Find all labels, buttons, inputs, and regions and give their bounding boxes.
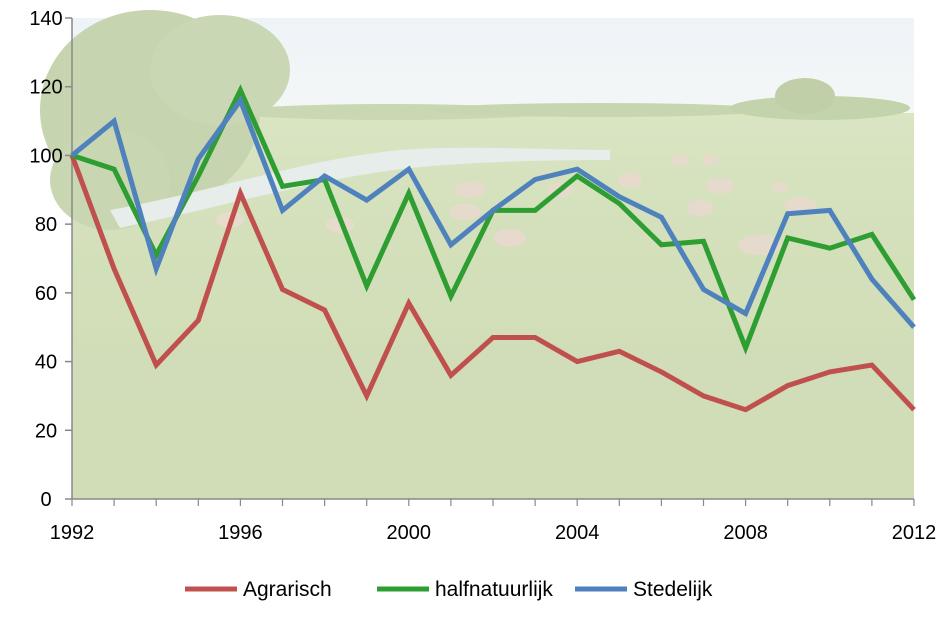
y-axis-ticks: 0 20 40 60 80 100 120 140 xyxy=(29,8,72,511)
x-axis-ticks: 1992 1996 2000 2004 2008 2012 xyxy=(50,499,936,544)
meadow-photo-background xyxy=(40,10,914,499)
series-line-stedelijk xyxy=(70,95,916,329)
y-tick-label: 20 xyxy=(35,420,57,442)
y-tick-label: 0 xyxy=(40,489,51,511)
legend-label-agrarisch: Agrarisch xyxy=(243,578,332,601)
legend: Agrarisch halfnatuurlijk Stedelijk xyxy=(185,578,713,601)
series-line-agrarisch xyxy=(69,154,916,413)
legend-label-halfnatuurlijk: halfnatuurlijk xyxy=(435,578,553,601)
x-tick-label: 2012 xyxy=(892,522,936,544)
y-tick-label: 80 xyxy=(35,214,57,236)
series-lines xyxy=(69,84,917,413)
x-tick-label: 2000 xyxy=(387,522,432,544)
y-tick-label: 60 xyxy=(35,283,57,305)
y-tick-label: 40 xyxy=(35,352,57,374)
x-tick-label: 2004 xyxy=(555,522,600,544)
x-tick-label: 1992 xyxy=(50,522,95,544)
y-tick-label: 100 xyxy=(29,145,62,167)
x-tick-label: 1996 xyxy=(218,522,263,544)
y-tick-label: 120 xyxy=(29,77,62,99)
x-tick-label: 2008 xyxy=(723,522,768,544)
y-tick-label: 140 xyxy=(29,8,62,30)
legend-label-stedelijk: Stedelijk xyxy=(633,578,713,601)
